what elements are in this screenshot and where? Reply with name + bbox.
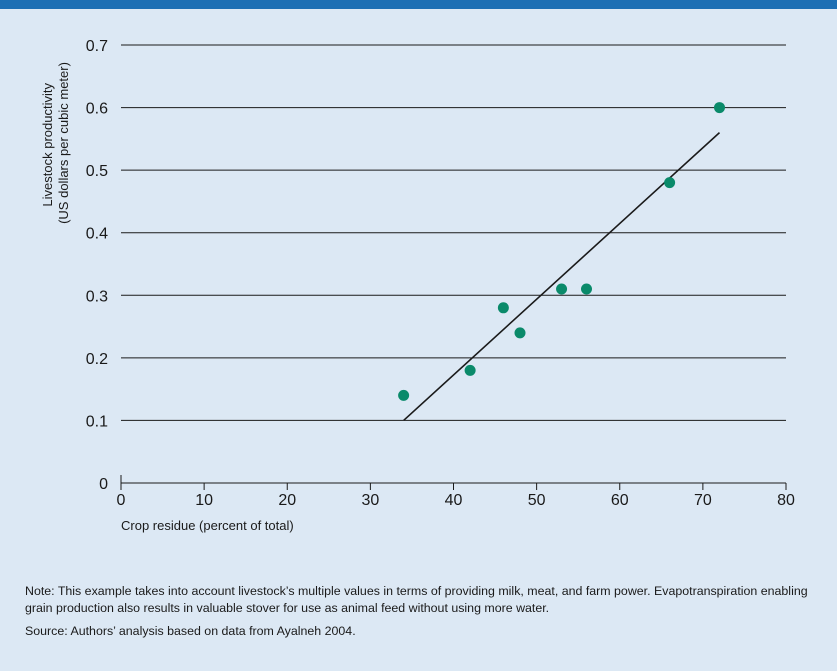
scatter-chart: 0 10 20 30 40 50 60 70 80 0 0.1 0.2 0.3 0.4 0.5 0.6 0.7…	[40, 38, 795, 533]
y-axis-title-line-1: Livestock productivity	[40, 83, 55, 207]
x-tick-label: 40	[445, 492, 463, 509]
note-text: Note: This example takes into account li…	[25, 584, 808, 615]
x-tick-label: 70	[694, 492, 712, 509]
x-tick-label: 20	[278, 492, 296, 509]
x-tick-label: 0	[117, 492, 126, 509]
y-tick-label: 0.4	[86, 226, 108, 243]
data-point	[581, 283, 592, 295]
y-axis-title-line-2: (US dollars per cubic meter)	[56, 62, 71, 224]
trend-line	[403, 132, 721, 422]
x-axis-title: Crop residue (percent of total)	[121, 518, 294, 533]
data-point	[514, 327, 526, 339]
top-accent-bar	[0, 0, 837, 9]
y-tick-label: 0.7	[86, 38, 108, 55]
x-tick-label: 10	[195, 492, 213, 509]
gridlines	[121, 44, 786, 421]
y-tick-label: 0.2	[86, 351, 108, 368]
y-tick-label: 0.1	[86, 413, 108, 430]
x-tick-label: 30	[361, 492, 379, 509]
axes	[120, 475, 787, 490]
y-tick-label: 0.6	[86, 101, 108, 118]
data-points	[398, 102, 725, 401]
x-tick-label: 80	[777, 492, 795, 509]
y-axis-title: Livestock productivity (US dollars per c…	[40, 62, 71, 224]
data-point	[556, 283, 568, 295]
y-tick-label: 0.5	[86, 163, 108, 180]
figure-notes: Note: This example takes into account li…	[25, 583, 815, 640]
data-point	[398, 389, 410, 401]
y-tick-labels: 0 0.1 0.2 0.3 0.4 0.5 0.6 0.7	[86, 38, 108, 493]
y-tick-label: 0.3	[86, 288, 108, 305]
x-tick-label: 50	[528, 492, 546, 509]
x-tick-label: 60	[611, 492, 629, 509]
data-point	[664, 177, 676, 189]
x-tick-labels: 0 10 20 30 40 50 60 70 80	[117, 492, 795, 509]
data-point	[714, 102, 725, 114]
data-point	[497, 302, 509, 314]
data-point	[464, 364, 476, 376]
source-text: Source: Authors’ analysis based on data …	[25, 624, 356, 638]
y-tick-label: 0	[99, 476, 108, 493]
